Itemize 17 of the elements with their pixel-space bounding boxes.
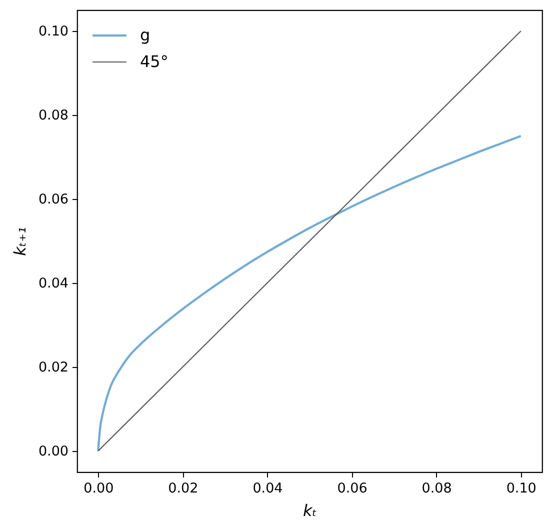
- y-tick-label: 0.04: [38, 276, 68, 292]
- x-tick-label: 0.10: [506, 480, 536, 496]
- x-tick-label: 0.08: [422, 480, 452, 496]
- y-tick-label: 0.06: [38, 192, 68, 208]
- legend-label: 45°: [140, 52, 168, 71]
- x-tick-label: 0.04: [252, 480, 283, 496]
- y-tick-label: 0.08: [38, 108, 68, 124]
- y-axis-title: kₜ₊₁: [10, 227, 30, 256]
- legend-label: g: [140, 26, 150, 44]
- x-axis-title: kₜ: [303, 501, 318, 520]
- x-tick-label: 0.02: [168, 480, 198, 496]
- x-tick-label: 0.06: [337, 480, 368, 496]
- y-tick-label: 0.10: [38, 24, 68, 40]
- line-series: [97, 134, 522, 452]
- x-tick-label: 0.00: [84, 480, 114, 496]
- y-tick-label: 0.02: [38, 360, 68, 376]
- y-tick-label: 0.00: [38, 444, 68, 460]
